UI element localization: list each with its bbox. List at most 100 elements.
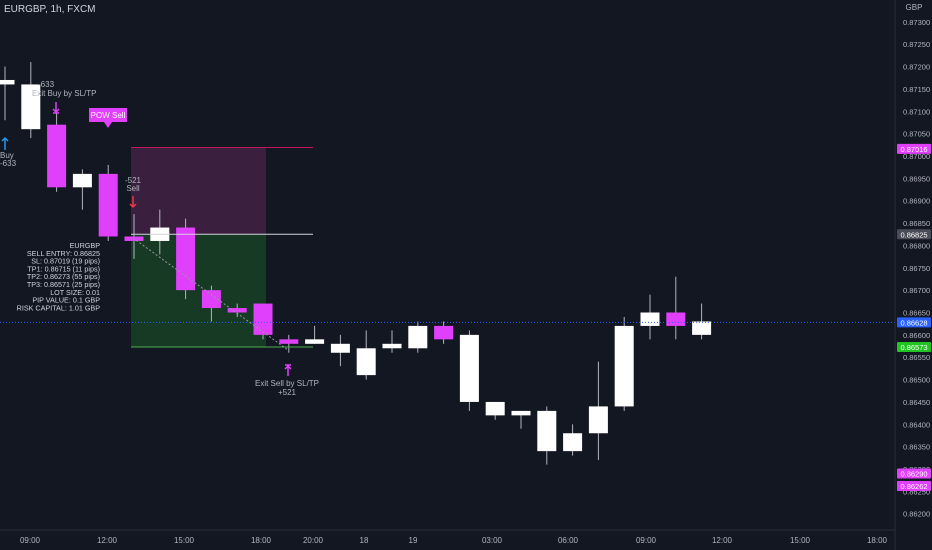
candle-body bbox=[0, 79, 15, 85]
price-tick-label: 0.86950 bbox=[903, 174, 930, 183]
candle-body bbox=[72, 173, 92, 188]
time-tick-label: 12:00 bbox=[97, 536, 118, 545]
price-tag[interactable]: 0.86628 bbox=[897, 317, 931, 328]
time-tick-label: 18:00 bbox=[251, 536, 272, 545]
take-profit-zone bbox=[131, 234, 266, 347]
candle-body bbox=[305, 339, 325, 344]
price-lines bbox=[0, 146, 895, 348]
time-tick-label: 15:00 bbox=[174, 536, 195, 545]
price-tick-label: 0.87100 bbox=[903, 107, 930, 116]
price-tag-label: 0.86825 bbox=[900, 230, 927, 239]
candle bbox=[666, 276, 686, 340]
price-tag-bg bbox=[897, 229, 931, 240]
candle bbox=[537, 406, 557, 465]
time-tick-label: 09:00 bbox=[20, 536, 41, 545]
price-tick-label: 0.86650 bbox=[903, 309, 930, 318]
buy-pnl-label: -633 bbox=[0, 159, 17, 168]
price-tick-label: 0.86250 bbox=[903, 487, 930, 496]
trade-info-line: RISK CAPITAL: 1.01 GBP bbox=[17, 303, 101, 312]
candle bbox=[563, 424, 583, 456]
candle-body bbox=[330, 343, 350, 353]
price-tick-label: 0.86850 bbox=[903, 219, 930, 228]
time-tick-label: 18:00 bbox=[867, 536, 888, 545]
price-tick-label: 0.87050 bbox=[903, 130, 930, 139]
price-axis[interactable]: GBP 0.87300 0.87250 0.87200 0.87150 0.87100 0.… bbox=[894, 0, 931, 550]
candle-body bbox=[408, 325, 428, 349]
candle bbox=[692, 303, 712, 340]
candle-body bbox=[227, 308, 247, 313]
price-tick-label: 0.86500 bbox=[903, 376, 930, 385]
price-tag[interactable]: 0.86262 bbox=[897, 481, 931, 492]
time-tick-label: 19 bbox=[409, 536, 418, 545]
trade-info-line: EURGBP bbox=[70, 241, 101, 250]
candle-body bbox=[382, 343, 402, 349]
candle bbox=[47, 111, 67, 192]
candle-body bbox=[511, 410, 531, 416]
candle-body bbox=[563, 433, 583, 452]
candle-body bbox=[356, 348, 376, 376]
buy-arrow-icon bbox=[1, 136, 9, 150]
candle bbox=[201, 285, 221, 322]
candle-body bbox=[459, 334, 479, 402]
candle bbox=[176, 218, 196, 300]
candle-body bbox=[21, 84, 41, 130]
price-tick-label: 0.86350 bbox=[903, 443, 930, 452]
candle-body bbox=[176, 227, 196, 291]
buy-label: Buy bbox=[0, 151, 14, 160]
sell-label: Sell bbox=[126, 184, 140, 193]
price-tick-label: 0.87000 bbox=[903, 152, 930, 161]
price-tick-label: 0.86400 bbox=[903, 420, 930, 429]
price-tag-bg bbox=[897, 317, 931, 328]
candle bbox=[279, 334, 299, 353]
candle bbox=[382, 330, 402, 353]
trade-info-line: TP2: 0.86273 (55 pips) bbox=[27, 272, 100, 281]
time-tick-label: 03:00 bbox=[482, 536, 503, 545]
candle-body bbox=[279, 339, 299, 344]
exit-sell-pnl-label: +521 bbox=[278, 388, 297, 397]
candle-body bbox=[588, 406, 608, 434]
price-tag-label: 0.86262 bbox=[900, 482, 927, 491]
exit-buy-arrow-icon bbox=[52, 102, 60, 114]
price-tick-label: 0.87150 bbox=[903, 85, 930, 94]
candle-body bbox=[666, 312, 686, 326]
candle bbox=[408, 321, 428, 353]
price-tag-label: 0.86290 bbox=[900, 469, 927, 478]
price-tag[interactable]: 0.86290 bbox=[897, 468, 931, 479]
time-tick-label: 20:00 bbox=[303, 536, 324, 545]
exit-marker-icon bbox=[56, 150, 60, 158]
time-tick-label: 18 bbox=[360, 536, 369, 545]
price-tag-label: 0.87016 bbox=[900, 145, 927, 154]
candle-body bbox=[537, 410, 557, 452]
exit-buy-pnl-label: -633 bbox=[38, 80, 55, 89]
price-tick-label: 0.87200 bbox=[903, 63, 930, 72]
candle-body bbox=[253, 303, 273, 335]
price-tick-label: 0.86600 bbox=[903, 331, 930, 340]
price-tick-label: 0.86700 bbox=[903, 286, 930, 295]
candle-body bbox=[47, 124, 67, 188]
trade-info-line: SL: 0.87019 (19 pips) bbox=[31, 257, 100, 266]
price-tick-label: 0.87300 bbox=[903, 18, 930, 27]
time-axis[interactable]: 09:00 12:00 15:00 18:00 20:00 18 19 03:00 06:00 0… bbox=[0, 529, 895, 545]
candles-layer bbox=[0, 62, 712, 465]
chart-title: EURGBP, 1h, FXCM bbox=[4, 4, 96, 15]
exit-sell-label: Exit Sell by SL/TP bbox=[255, 379, 319, 388]
candle-body bbox=[614, 325, 634, 407]
price-tick-label: 0.86900 bbox=[903, 197, 930, 206]
price-tag-bg bbox=[897, 341, 931, 352]
candle bbox=[511, 410, 531, 429]
candle-body bbox=[485, 401, 505, 416]
price-tag-label: 0.86573 bbox=[900, 343, 927, 352]
time-tick-label: 09:00 bbox=[636, 536, 657, 545]
price-tag[interactable]: 0.86573 bbox=[897, 341, 931, 352]
pow-sell-badge bbox=[89, 108, 127, 128]
candle bbox=[356, 330, 376, 380]
exit-sell-arrow-icon bbox=[284, 364, 292, 376]
candle bbox=[459, 330, 479, 411]
price-tag-label: 0.86628 bbox=[900, 318, 927, 327]
price-tag[interactable]: 0.87016 bbox=[897, 143, 931, 154]
price-tag[interactable]: 0.86825 bbox=[897, 229, 931, 240]
price-tag-bg bbox=[897, 481, 931, 492]
candle bbox=[330, 334, 350, 367]
